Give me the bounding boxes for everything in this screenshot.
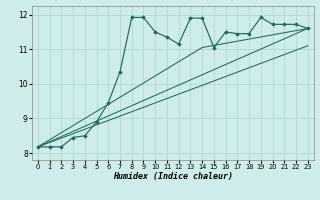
X-axis label: Humidex (Indice chaleur): Humidex (Indice chaleur)	[113, 172, 233, 181]
